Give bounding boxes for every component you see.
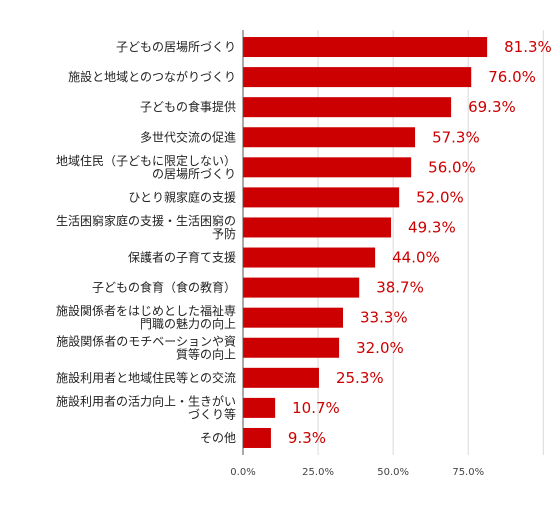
value-labels: 81.3% 76.0% 69.3% 57.3% 56.0% 52.0% 49.3% 44.0%… <box>288 38 552 447</box>
category-label: 生活困窮家庭の支援・生活困窮の予防 <box>56 213 236 241</box>
value-label: 52.0% <box>416 188 464 206</box>
category-label: 施設利用者と地域住民等との交流 <box>56 370 236 385</box>
category-label: 施設と地域とのつながりづくり <box>68 69 236 84</box>
bar <box>243 37 488 58</box>
value-label: 9.3% <box>288 429 326 447</box>
value-label: 33.3% <box>360 309 408 327</box>
bars <box>243 37 488 448</box>
category-label: 施設利用者の活力向上・生きがいづくり等 <box>56 393 236 421</box>
value-label: 81.3% <box>504 38 552 56</box>
bar <box>243 157 412 178</box>
bar <box>243 367 319 388</box>
bar <box>243 397 276 418</box>
category-label: 施設関係者のモチベーションや資質等の向上 <box>56 333 236 361</box>
category-label: その他 <box>200 431 236 445</box>
x-tick-labels: 0.0% 25.0% 50.0% 75.0% <box>230 467 484 478</box>
bar <box>243 307 343 328</box>
bar <box>243 67 472 88</box>
x-tick-label: 0.0% <box>230 467 255 478</box>
gridlines <box>317 30 544 455</box>
bar <box>243 427 271 448</box>
value-label: 32.0% <box>356 339 404 357</box>
category-label: 子どもの食事提供 <box>140 99 236 114</box>
bar <box>243 247 376 268</box>
category-label: 多世代交流の促進 <box>140 129 236 144</box>
value-label: 57.3% <box>432 128 480 146</box>
category-label: 子どもの居場所づくり <box>116 40 236 54</box>
value-label: 44.0% <box>392 249 440 267</box>
bar <box>243 337 340 358</box>
bar <box>243 277 360 298</box>
x-tick-label: 25.0% <box>302 467 334 478</box>
value-label: 56.0% <box>428 158 476 176</box>
value-label: 10.7% <box>292 399 340 417</box>
bar <box>243 97 452 118</box>
category-labels: 子どもの居場所づくり施設と地域とのつながりづくり子どもの食事提供多世代交流の促進… <box>56 40 236 445</box>
value-label: 69.3% <box>468 98 516 116</box>
value-label: 38.7% <box>376 279 424 297</box>
category-label: ひとり親家庭の支援 <box>128 189 236 204</box>
value-label: 25.3% <box>336 369 384 387</box>
value-label: 76.0% <box>488 68 536 86</box>
category-label: 保護者の子育て支援 <box>128 250 236 265</box>
bar <box>243 217 392 238</box>
category-label: 子どもの食育（食の教育） <box>92 280 236 295</box>
value-label: 49.3% <box>408 218 456 236</box>
bar <box>243 187 400 208</box>
category-label: 施設関係者をはじめとした福祉専門職の魅力の向上 <box>56 303 236 331</box>
x-tick-label: 50.0% <box>377 467 409 478</box>
bar <box>243 127 416 148</box>
category-label: 地域住民（子どもに限定しない）の居場所づくり <box>56 153 236 181</box>
x-tick-label: 75.0% <box>452 467 484 478</box>
